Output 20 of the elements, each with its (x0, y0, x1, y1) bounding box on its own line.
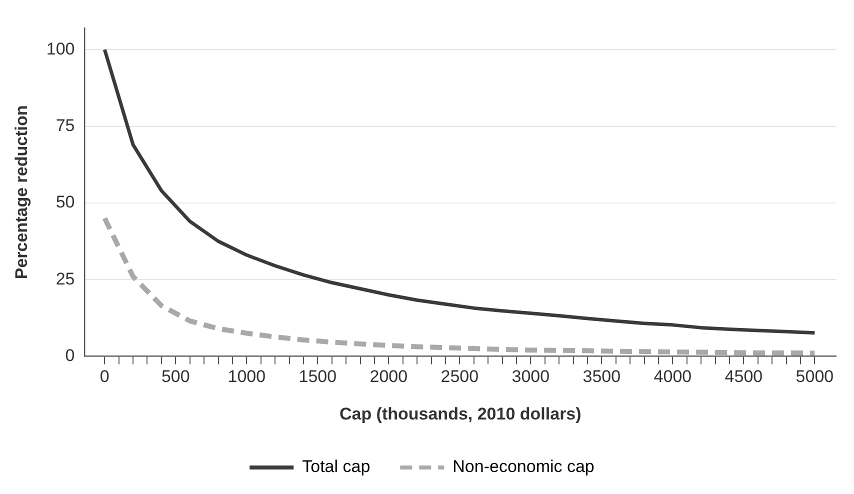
x-tick-label: 5000 (796, 367, 834, 386)
x-tick-label: 4000 (654, 367, 692, 386)
x-tick-label: 4500 (724, 367, 763, 386)
y-axis-title: Percentage reduction (12, 105, 31, 280)
y-tick-label: 25 (56, 269, 75, 288)
y-tick-label: 50 (56, 192, 75, 212)
x-tick-label: 1500 (298, 367, 337, 386)
x-tick-label: 0 (100, 367, 110, 386)
x-axis-title: Cap (thousands, 2010 dollars) (339, 404, 582, 424)
x-tick-label: 2500 (440, 367, 479, 386)
x-tick-label: 2000 (370, 367, 408, 386)
y-tick-label: 75 (56, 116, 75, 135)
x-tick-label: 1000 (228, 367, 266, 386)
legend-label: Non-economic cap (452, 457, 594, 476)
y-tick-label: 100 (46, 39, 75, 58)
x-tick-label: 3000 (512, 367, 550, 386)
legend-label: Total cap (302, 457, 370, 476)
y-tick-label: 0 (65, 346, 75, 365)
x-tick-label: 500 (161, 367, 190, 386)
x-tick-label: 3500 (582, 367, 621, 386)
